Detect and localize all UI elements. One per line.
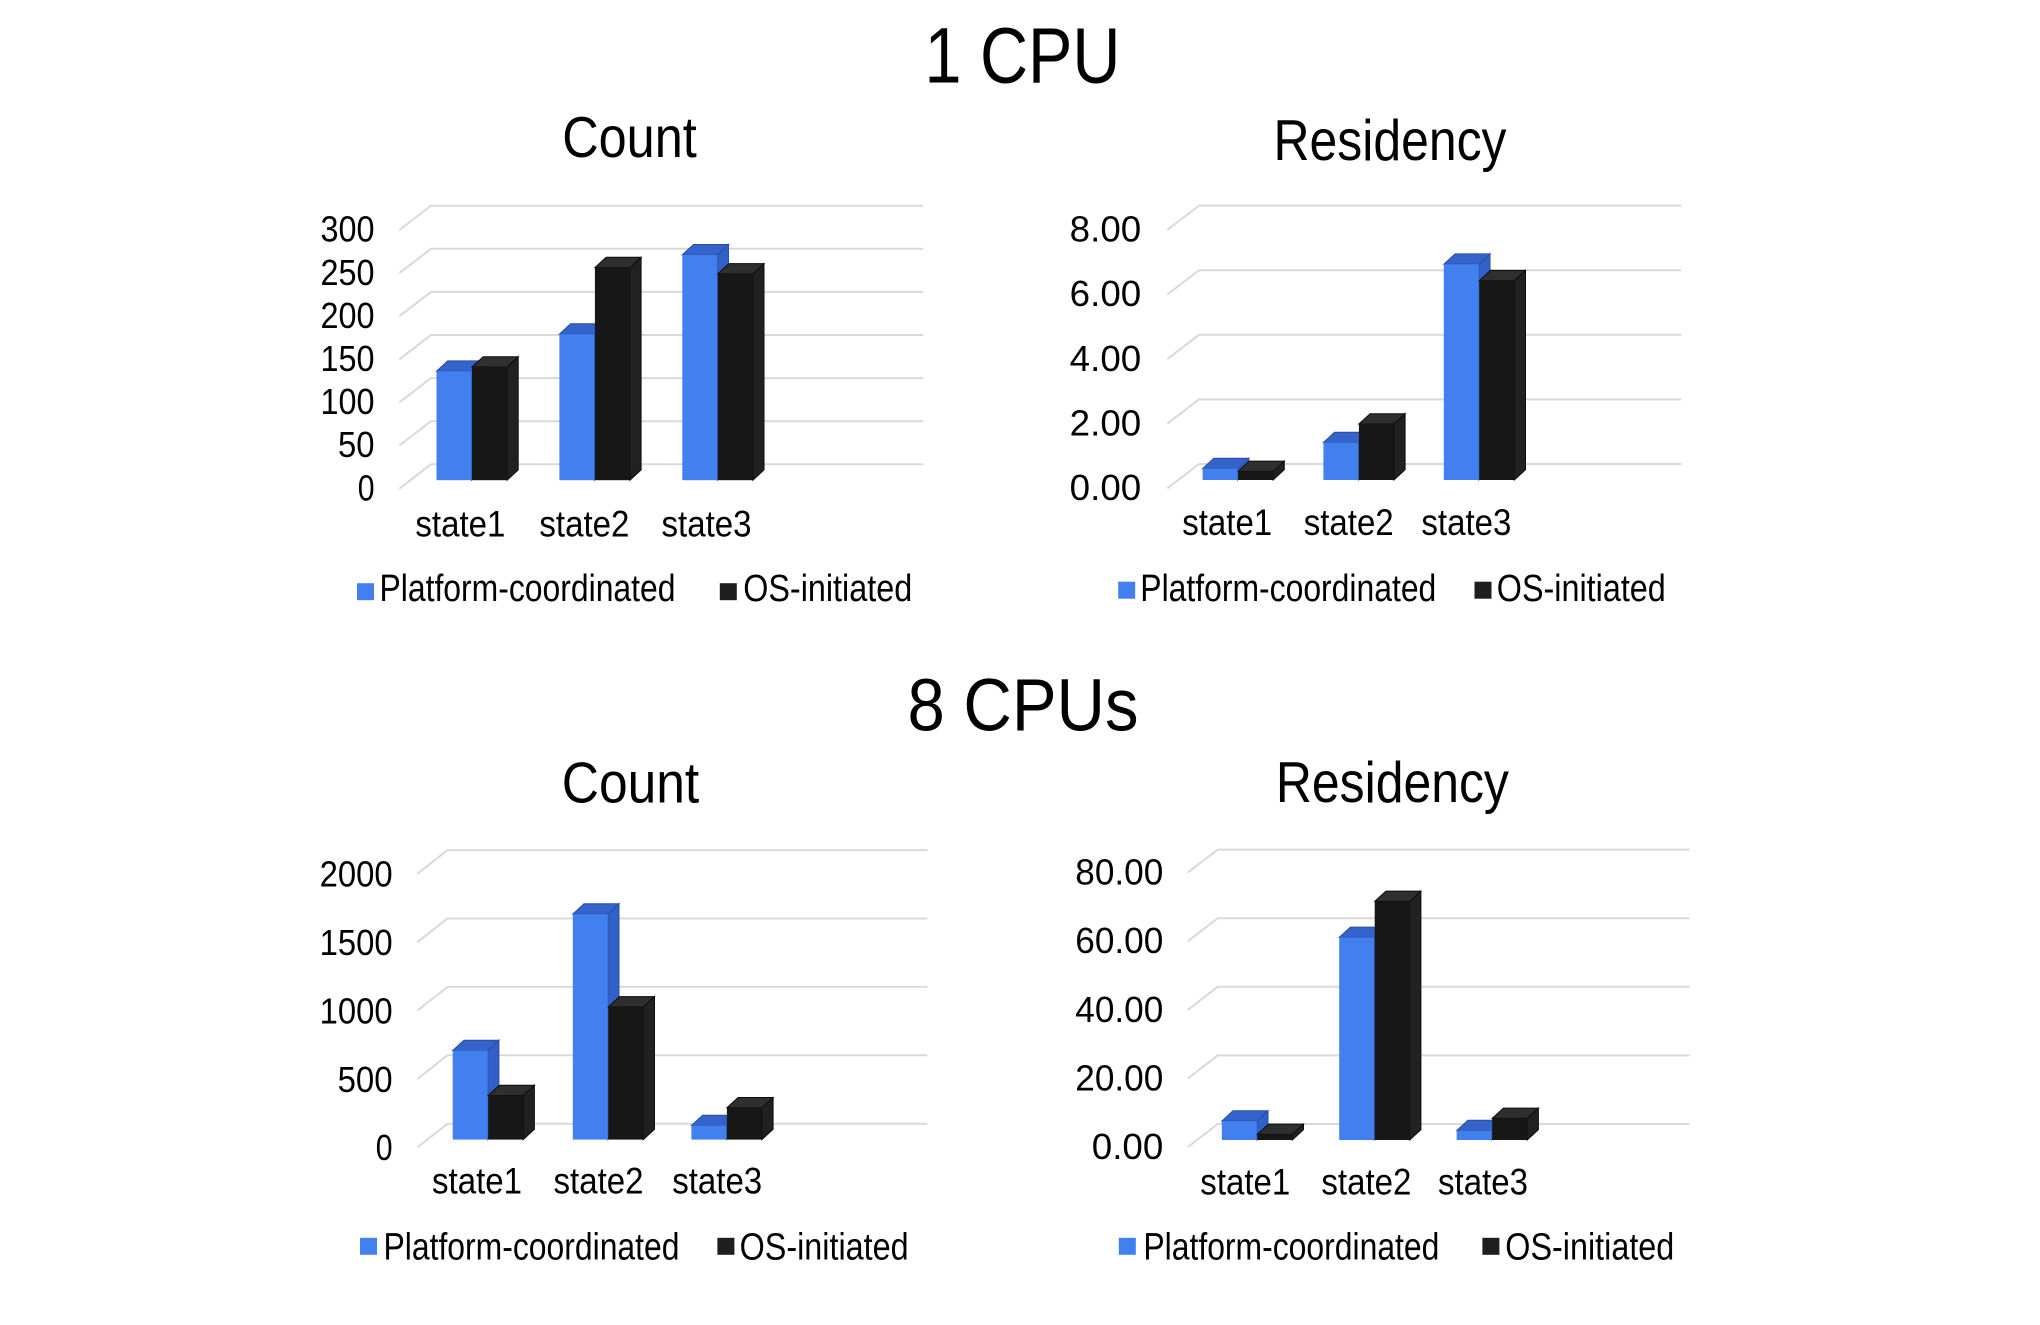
svg-text:1500: 1500 bbox=[320, 922, 393, 963]
svg-text:0.00: 0.00 bbox=[1070, 467, 1142, 508]
svg-text:state3: state3 bbox=[1438, 1161, 1528, 1202]
svg-text:100: 100 bbox=[321, 381, 375, 422]
svg-text:state3: state3 bbox=[662, 503, 752, 544]
svg-text:state1: state1 bbox=[432, 1160, 522, 1201]
svg-text:8 CPUs: 8 CPUs bbox=[908, 664, 1139, 747]
svg-text:8.00: 8.00 bbox=[1070, 209, 1142, 250]
svg-text:1000: 1000 bbox=[320, 990, 393, 1031]
svg-text:OS-initiated: OS-initiated bbox=[1505, 1227, 1674, 1269]
svg-text:200: 200 bbox=[321, 295, 375, 336]
svg-text:state1: state1 bbox=[1200, 1161, 1290, 1202]
svg-text:state3: state3 bbox=[1421, 502, 1511, 543]
svg-text:20.00: 20.00 bbox=[1075, 1057, 1163, 1098]
svg-text:4.00: 4.00 bbox=[1070, 338, 1142, 379]
svg-text:50: 50 bbox=[338, 424, 375, 465]
svg-text:150: 150 bbox=[321, 338, 375, 379]
svg-text:300: 300 bbox=[321, 209, 375, 250]
svg-text:6.00: 6.00 bbox=[1070, 273, 1142, 314]
svg-text:Platform-coordinated: Platform-coordinated bbox=[380, 568, 676, 610]
svg-text:2000: 2000 bbox=[320, 854, 393, 895]
svg-text:state2: state2 bbox=[554, 1160, 644, 1201]
svg-text:Count: Count bbox=[562, 751, 700, 815]
svg-text:80.00: 80.00 bbox=[1075, 852, 1163, 893]
svg-text:OS-initiated: OS-initiated bbox=[740, 1227, 909, 1269]
svg-text:2.00: 2.00 bbox=[1070, 402, 1142, 443]
svg-text:Residency: Residency bbox=[1276, 751, 1509, 815]
svg-text:state2: state2 bbox=[1321, 1161, 1411, 1202]
svg-text:state3: state3 bbox=[672, 1160, 762, 1201]
svg-text:state1: state1 bbox=[415, 503, 505, 544]
svg-text:Platform-coordinated: Platform-coordinated bbox=[1140, 568, 1436, 610]
svg-text:60.00: 60.00 bbox=[1075, 920, 1163, 961]
svg-text:500: 500 bbox=[338, 1059, 393, 1100]
svg-text:0: 0 bbox=[376, 1127, 393, 1168]
svg-text:OS-initiated: OS-initiated bbox=[743, 568, 912, 610]
svg-text:250: 250 bbox=[321, 252, 375, 293]
svg-text:1 CPU: 1 CPU bbox=[925, 11, 1121, 100]
svg-text:Count: Count bbox=[562, 106, 697, 170]
svg-text:state2: state2 bbox=[539, 503, 629, 544]
svg-text:OS-initiated: OS-initiated bbox=[1497, 568, 1666, 610]
svg-text:0.00: 0.00 bbox=[1092, 1126, 1164, 1167]
svg-text:Platform-coordinated: Platform-coordinated bbox=[1143, 1227, 1439, 1269]
svg-text:Platform-coordinated: Platform-coordinated bbox=[384, 1227, 680, 1269]
svg-text:0: 0 bbox=[358, 467, 375, 508]
svg-text:state1: state1 bbox=[1182, 502, 1272, 543]
svg-text:40.00: 40.00 bbox=[1075, 989, 1163, 1030]
svg-text:state2: state2 bbox=[1304, 502, 1394, 543]
svg-text:Residency: Residency bbox=[1274, 109, 1507, 173]
